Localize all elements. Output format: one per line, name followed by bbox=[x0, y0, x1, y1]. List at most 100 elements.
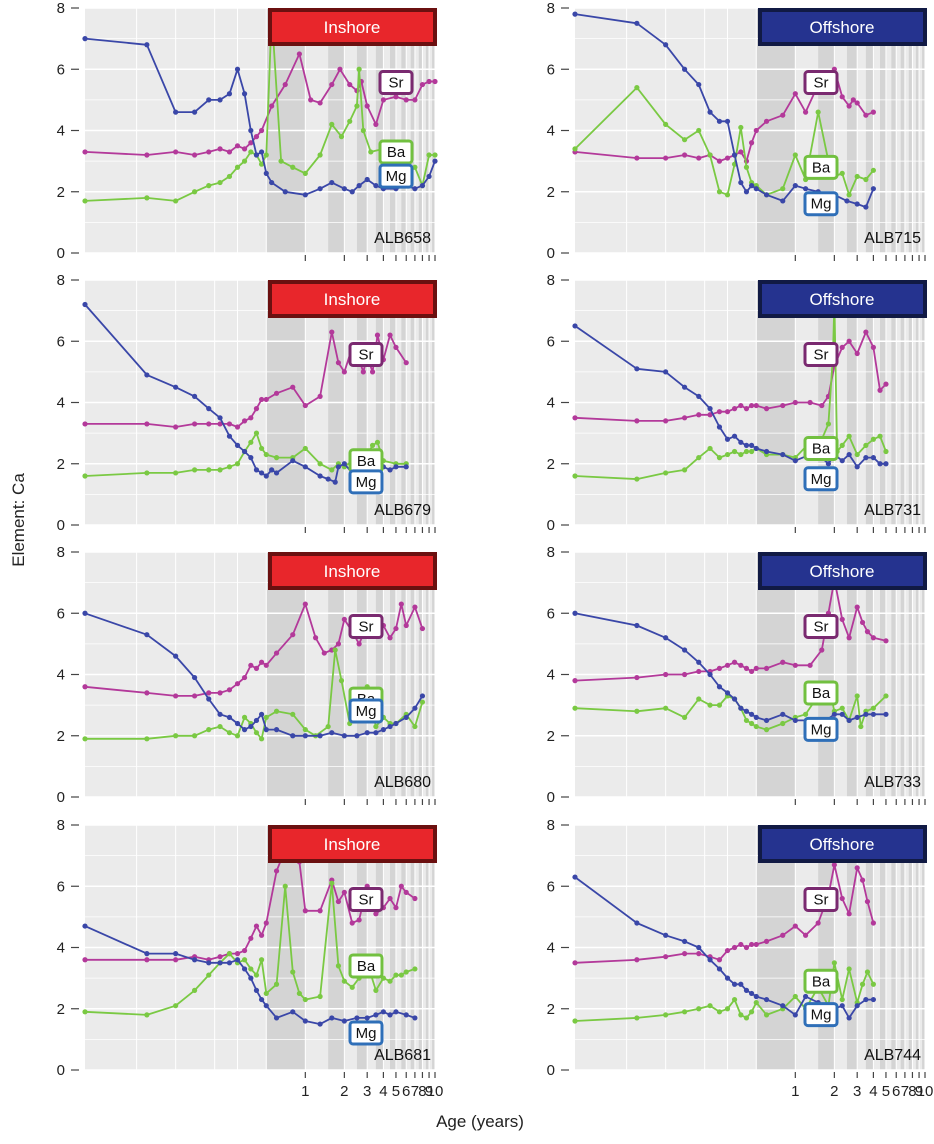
data-point-Ba bbox=[234, 733, 241, 739]
data-point-Sr bbox=[681, 415, 688, 421]
data-point-Mg bbox=[681, 647, 688, 653]
data-point-Sr bbox=[780, 112, 786, 118]
data-point-Sr bbox=[572, 678, 578, 684]
data-point-Sr bbox=[807, 399, 813, 406]
data-point-Mg bbox=[248, 975, 254, 981]
data-point-Sr bbox=[393, 905, 399, 911]
data-point-Sr bbox=[854, 350, 860, 357]
data-point-Sr bbox=[317, 908, 323, 914]
data-point-Sr bbox=[663, 155, 669, 161]
data-point-Mg bbox=[191, 109, 198, 115]
y-tick-label: 2 bbox=[57, 1001, 65, 1018]
data-point-Sr bbox=[290, 384, 296, 390]
data-point-Ba bbox=[302, 445, 308, 452]
data-point-Sr bbox=[263, 396, 269, 403]
data-point-Mg bbox=[317, 186, 323, 192]
data-point-Ba bbox=[273, 708, 280, 714]
data-point-Ba bbox=[724, 451, 731, 458]
data-point-Sr bbox=[206, 690, 212, 696]
x-tick-label: 9 bbox=[425, 1083, 433, 1100]
data-point-Ba bbox=[226, 464, 233, 470]
data-point-Sr bbox=[716, 409, 723, 415]
data-point-Mg bbox=[870, 711, 876, 717]
data-point-Sr bbox=[317, 393, 323, 399]
data-point-Sr bbox=[258, 932, 265, 938]
data-point-Sr bbox=[802, 109, 809, 115]
data-point-Ba bbox=[173, 733, 179, 739]
data-point-Mg bbox=[412, 1015, 418, 1021]
data-point-Mg bbox=[792, 717, 798, 724]
data-point-Sr bbox=[753, 665, 759, 671]
element-label-Ba: Ba bbox=[803, 680, 839, 706]
data-point-Ba bbox=[341, 978, 347, 984]
data-point-Mg bbox=[738, 705, 744, 711]
data-point-Sr bbox=[234, 681, 241, 687]
data-point-Sr bbox=[854, 604, 860, 610]
data-point-Mg bbox=[780, 451, 786, 458]
data-point-Ba bbox=[412, 966, 418, 972]
data-point-Sr bbox=[792, 923, 798, 929]
data-point-Mg bbox=[748, 990, 755, 997]
element-label-Ba: Ba bbox=[803, 968, 839, 994]
sample-id: ALB681 bbox=[374, 1047, 431, 1064]
element-label-box bbox=[348, 953, 384, 979]
data-point-Sr bbox=[753, 941, 759, 948]
data-point-Mg bbox=[780, 711, 786, 717]
data-point-Sr bbox=[273, 868, 280, 874]
data-point-Sr bbox=[854, 100, 860, 106]
data-point-Mg bbox=[870, 455, 876, 461]
data-point-Ba bbox=[696, 127, 702, 134]
data-point-Sr bbox=[870, 920, 876, 926]
data-point-Ba bbox=[349, 984, 355, 990]
data-point-Mg bbox=[426, 173, 432, 180]
data-point-Sr bbox=[226, 687, 233, 693]
data-point-Sr bbox=[839, 616, 845, 622]
data-point-Sr bbox=[859, 619, 866, 626]
data-point-Ba bbox=[743, 717, 750, 724]
data-point-Mg bbox=[380, 1009, 386, 1015]
data-point-Ba bbox=[738, 1012, 744, 1018]
data-point-Mg bbox=[263, 170, 269, 176]
data-point-Mg bbox=[241, 91, 248, 97]
element-label-Mg: Mg bbox=[803, 716, 839, 742]
element-label-Sr: Sr bbox=[803, 70, 839, 95]
y-tick-label: 0 bbox=[57, 789, 65, 806]
data-point-Ba bbox=[82, 736, 88, 742]
data-point-Ba bbox=[206, 183, 212, 189]
element-label-text: Mg bbox=[386, 168, 407, 185]
data-point-Mg bbox=[753, 993, 759, 1000]
data-point-Mg bbox=[226, 960, 233, 966]
data-point-Sr bbox=[412, 604, 418, 610]
data-point-Ba bbox=[663, 1012, 669, 1018]
data-point-Ba bbox=[317, 993, 323, 1000]
data-point-Ba bbox=[839, 996, 845, 1003]
series-line-Mg bbox=[84, 612, 424, 737]
data-point-Mg bbox=[412, 186, 418, 192]
data-point-Sr bbox=[356, 641, 362, 647]
data-point-Mg bbox=[854, 464, 860, 470]
data-point-Ba bbox=[258, 445, 265, 452]
data-point-Sr bbox=[217, 690, 223, 696]
data-point-Sr bbox=[403, 97, 409, 103]
data-point-Mg bbox=[839, 711, 845, 717]
data-point-Sr bbox=[870, 635, 876, 641]
data-point-Ba bbox=[241, 158, 248, 164]
data-point-Mg bbox=[763, 996, 770, 1003]
element-label-box bbox=[803, 614, 839, 639]
data-point-Mg bbox=[412, 705, 418, 711]
data-point-Sr bbox=[387, 635, 393, 641]
y-tick-label: 4 bbox=[57, 940, 65, 957]
data-point-Mg bbox=[780, 1003, 786, 1009]
element-label-text: Mg bbox=[811, 471, 832, 488]
data-point-Sr bbox=[792, 399, 798, 406]
data-point-Mg bbox=[191, 393, 198, 399]
data-point-Ba bbox=[302, 727, 308, 733]
y-tick-label: 6 bbox=[57, 333, 65, 350]
data-point-Mg bbox=[393, 720, 399, 727]
sample-id: ALB679 bbox=[374, 502, 431, 519]
element-label-text: Ba bbox=[812, 685, 831, 702]
data-point-Ba bbox=[191, 189, 198, 195]
data-point-Mg bbox=[707, 109, 713, 115]
data-point-Ba bbox=[263, 152, 269, 158]
